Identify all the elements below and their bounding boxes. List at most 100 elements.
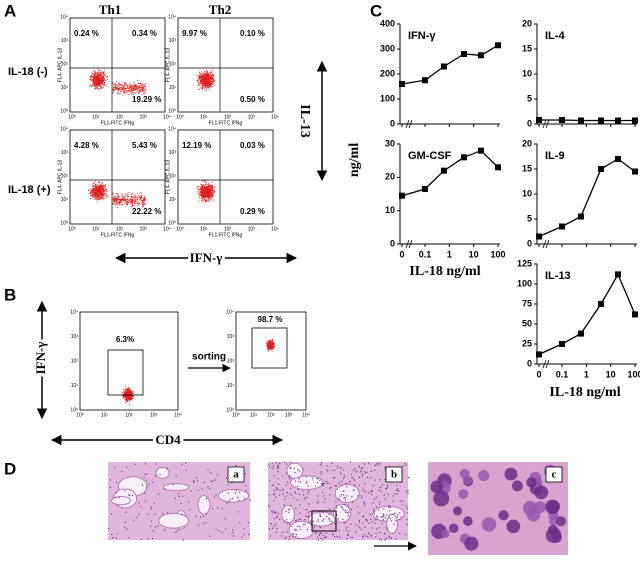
airspace xyxy=(334,483,360,504)
y-tick-label: 400 xyxy=(380,18,395,28)
y-tick-label: 10² xyxy=(61,61,69,67)
y-tick-label: 10² xyxy=(169,61,177,67)
x-tick-label: 10¹ xyxy=(250,412,258,418)
x-tick-label: 0.1 xyxy=(419,249,432,259)
y-tick-label: 10³ xyxy=(71,334,79,340)
cell-dots xyxy=(88,180,146,208)
data-point xyxy=(440,167,447,174)
cell xyxy=(506,519,521,534)
arrow-label: sorting xyxy=(192,352,226,363)
x-tick-label: 10² xyxy=(116,114,124,120)
x-tick-label: 10² xyxy=(116,226,124,232)
data-point xyxy=(399,81,405,87)
arrow-label: IFN-γ xyxy=(190,250,223,265)
data-point xyxy=(399,192,405,199)
x-tick-label: 10⁰ xyxy=(176,226,184,232)
y-tick-label: 100 xyxy=(517,278,532,288)
zoom-box xyxy=(311,510,337,532)
x-tick-label: 1 xyxy=(447,249,452,259)
chart-title: GM-CSF xyxy=(408,150,452,162)
y-tick-label: 10¹ xyxy=(169,197,177,203)
data-point xyxy=(422,186,428,192)
cell xyxy=(448,523,459,534)
y-tick-label: 10 xyxy=(385,205,395,215)
x-tick-label: 10⁴ xyxy=(271,114,279,120)
y-tick-label: 10 xyxy=(522,68,532,78)
x-tick-label: 100 xyxy=(490,249,505,259)
series-line xyxy=(401,44,499,85)
x-tick-label: 0 xyxy=(399,249,404,259)
gate-percent: 98.7 % xyxy=(258,315,283,324)
x-tick-label: 0.1 xyxy=(556,369,569,379)
y-axis-label: FL4- APC IL-13 xyxy=(57,160,63,195)
cell xyxy=(463,516,473,526)
y-tick-label: 300 xyxy=(380,43,395,53)
arrow-label: IFN-γ xyxy=(33,342,48,375)
column-header: Th2 xyxy=(209,2,231,17)
y-tick-label: 10⁰ xyxy=(226,407,234,413)
airspace xyxy=(162,483,190,492)
y-tick-label: 10¹ xyxy=(227,383,235,389)
quadrant-percent: 0.03 % xyxy=(240,141,265,150)
data-point xyxy=(632,311,638,318)
x-tick-label: 10⁴ xyxy=(163,114,171,120)
x-axis-label: FL1-FITC IFNg xyxy=(101,232,135,238)
quadrant-percent: 19.29 % xyxy=(132,95,161,104)
data-point xyxy=(632,168,638,175)
y-tick-label: 10⁴ xyxy=(168,126,176,132)
data-point xyxy=(559,223,565,230)
cell xyxy=(433,490,450,507)
x-tick-label: 10⁰ xyxy=(68,226,76,232)
cell xyxy=(478,470,490,482)
x-tick-label: 10¹ xyxy=(200,226,208,232)
y-tick-label: 10⁰ xyxy=(60,220,68,226)
y-tick-label: 75 xyxy=(522,298,532,308)
y-tick-label: 5 xyxy=(527,93,532,103)
image-label-box xyxy=(545,466,563,483)
panel-label: B xyxy=(4,285,16,304)
y-axis-label: ng/ml xyxy=(347,143,362,177)
x-axis-label: FL1-FITC IFNg xyxy=(209,120,243,126)
y-tick-label: 10⁴ xyxy=(226,309,234,315)
image-label-box xyxy=(227,466,245,483)
y-tick-label: 20 xyxy=(385,172,395,182)
y-tick-label: 125 xyxy=(517,258,532,268)
data-point xyxy=(536,351,542,358)
data-point xyxy=(632,117,638,124)
cell xyxy=(458,489,469,500)
data-point xyxy=(460,154,467,161)
cell-dots xyxy=(196,179,216,203)
cell xyxy=(549,517,558,526)
y-tick-label: 10⁴ xyxy=(60,126,68,132)
x-axis-label: FL1-FITC IFNg xyxy=(101,120,135,126)
y-tick-label: 10⁴ xyxy=(168,14,176,20)
cell xyxy=(511,480,523,492)
x-tick-label: 10² xyxy=(267,412,275,418)
x-tick-label: 10³ xyxy=(248,226,256,232)
image-label: a xyxy=(233,469,239,481)
x-tick-label: 10⁰ xyxy=(232,412,240,418)
arrow-label: IL-13 xyxy=(297,104,312,137)
cell xyxy=(522,500,538,516)
x-axis-label: IL-18 ng/ml xyxy=(409,264,480,279)
y-tick-label: 0 xyxy=(527,238,532,248)
gate xyxy=(107,349,144,396)
quadrant-percent: 5.43 % xyxy=(132,141,157,150)
axis-break xyxy=(405,119,413,129)
series-line xyxy=(538,272,636,355)
x-tick-label: 10⁰ xyxy=(176,114,184,120)
x-tick-label: 10¹ xyxy=(92,114,100,120)
gate-percent: 6.3% xyxy=(116,335,134,344)
airspace xyxy=(386,513,398,535)
data-point xyxy=(440,63,447,70)
plot-frame xyxy=(69,17,166,113)
x-tick-label: 10 xyxy=(606,369,616,379)
data-point xyxy=(495,164,501,171)
data-point xyxy=(536,117,542,123)
plot-frame xyxy=(69,129,166,225)
quadrant-percent: 22.22 % xyxy=(132,207,161,216)
column-header: Th1 xyxy=(99,2,121,17)
axis-break xyxy=(542,239,550,249)
y-tick-label: 5 xyxy=(527,213,532,223)
image-label: c xyxy=(552,469,557,481)
